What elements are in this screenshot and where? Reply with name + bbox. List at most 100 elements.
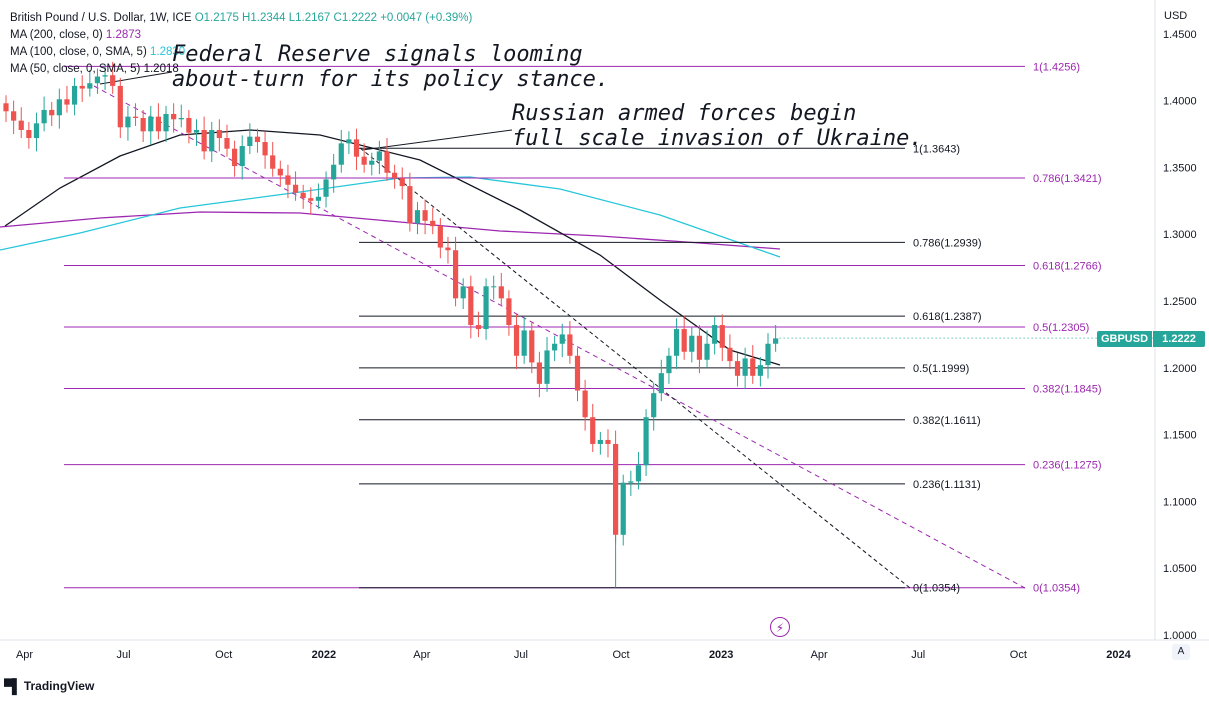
trendline-black-dashed [359, 147, 911, 589]
candle-body [26, 129, 32, 139]
auto-scale-button[interactable]: A [1172, 644, 1190, 660]
ma50-value: 1.2018 [143, 63, 179, 75]
chart-legend-symbol: British Pound / U.S. Dollar, 1W, ICE O1.… [10, 11, 472, 25]
candle-body [94, 76, 101, 84]
candle-body [71, 85, 78, 105]
currency-label: USD [1164, 10, 1188, 22]
candle-body [3, 103, 9, 112]
ma100-legend[interactable]: MA (100, close, 0, SMA, 5) 1.2830 [10, 45, 185, 59]
fib-black-label: 1(1.3643) [913, 143, 960, 155]
x-tick-label: Apr [16, 649, 33, 661]
russia-annotation-line2: full scale invasion of Ukraine. [512, 126, 923, 151]
candle-body [628, 481, 634, 483]
candle-body [163, 113, 169, 132]
symbol-title: British Pound / U.S. Dollar, 1W, ICE [10, 12, 192, 24]
candle-body [529, 330, 535, 363]
candle-body [224, 138, 230, 149]
ma100-value: 1.2830 [149, 46, 186, 58]
candle-body [41, 109, 47, 124]
candle-body [590, 417, 596, 444]
lightning-icon[interactable]: ⚡ [770, 617, 790, 637]
candle-body [216, 129, 222, 139]
candle-body [323, 179, 329, 197]
candle-body [262, 142, 268, 156]
y-tick-label: 1.3500 [1163, 162, 1197, 174]
close-value: C1.2222 [333, 12, 377, 24]
candle-body [64, 99, 70, 105]
candle-body [11, 111, 17, 121]
candle-body [506, 298, 512, 326]
candle-body [734, 361, 741, 376]
candle-body [346, 139, 352, 144]
candle-body [87, 83, 93, 89]
candle-body [559, 334, 565, 344]
tradingview-logo[interactable]: ▀▌ TradingView [4, 678, 94, 694]
ma50-legend[interactable]: MA (50, close, 0, SMA, 5) 1.2018 [10, 62, 179, 76]
candle-body [308, 198, 314, 201]
x-tick-label: Jul [514, 649, 528, 661]
candle-body [521, 330, 527, 356]
x-tick-label: 2023 [709, 649, 733, 661]
fib-black-label: 0.5(1.1999) [913, 363, 969, 375]
x-tick-label: Jul [117, 649, 131, 661]
candle-body [597, 439, 603, 444]
candle-body [102, 75, 108, 77]
candle-body [49, 109, 55, 116]
candle-body [407, 186, 413, 224]
ma200-legend[interactable]: MA (200, close, 0) 1.2873 [10, 28, 141, 42]
candle-body [171, 113, 177, 120]
tradingview-logo-icon: ▀▌ [4, 678, 22, 694]
candle-body [635, 465, 642, 482]
fed-annotation[interactable]: Federal Reserve signals looming about-tu… [172, 42, 609, 92]
x-tick-label: Apr [413, 649, 430, 661]
fib-black-label: 0.236(1.1131) [913, 479, 981, 491]
candle-body [742, 358, 748, 376]
symbol-price-tag: GBPUSD [1097, 331, 1152, 347]
fib-black-label: 0.786(1.2939) [913, 237, 982, 249]
ma200-label: MA (200, close, 0) [10, 29, 103, 41]
candle-body [79, 85, 85, 89]
candle-body [613, 443, 619, 535]
ma200-value: 1.2873 [105, 29, 142, 41]
candle-body [719, 325, 725, 348]
candle-body [132, 116, 139, 118]
candle-body [658, 373, 664, 394]
y-tick-label: 1.4000 [1163, 96, 1197, 108]
fib-retracement-black: 1(1.3643) 0.786(1.2939) 0.618(1.2387) 0.5(1… [359, 143, 982, 595]
high-value: H1.2344 [242, 12, 286, 24]
fib-black-label: 0(1.0354) [913, 583, 960, 595]
candle-body [704, 343, 710, 360]
x-tick-label: 2024 [1106, 649, 1131, 661]
candle-body [399, 178, 405, 187]
tradingview-logo-text: TradingView [23, 679, 95, 693]
candle-body [475, 325, 482, 330]
candle-body [491, 286, 497, 288]
fib-purple-label: 0(1.0354) [1033, 583, 1080, 595]
candle-body [773, 338, 779, 344]
candle-body [186, 117, 192, 133]
candle-body [300, 192, 306, 199]
russia-annotation-line1: Russian armed forces begin [512, 101, 857, 126]
y-axis-ticks: 1.0000 1.0500 1.1000 1.1500 1.2000 1.2500 1.30… [1163, 29, 1197, 642]
candle-body [536, 362, 542, 384]
candle-body [18, 120, 24, 130]
russia-annotation[interactable]: Russian armed forces begin full scale in… [512, 101, 923, 151]
candle-body [414, 210, 421, 224]
candle-body [376, 151, 382, 161]
candle-body [513, 325, 520, 356]
candle-body [392, 172, 398, 179]
candle-body [765, 343, 771, 366]
candle-body [643, 417, 649, 466]
candle-body [437, 226, 443, 248]
candle-body [567, 334, 573, 356]
change-value: +0.0047 (+0.39%) [380, 12, 473, 24]
x-tick-label: Oct [1010, 649, 1027, 661]
candle-body [483, 286, 489, 330]
candles [3, 61, 779, 588]
candle-body [247, 136, 253, 147]
candle-body [544, 350, 550, 384]
candle-body [33, 123, 40, 139]
last-price-tag: 1.2222 [1153, 331, 1205, 347]
candle-body [338, 143, 344, 165]
